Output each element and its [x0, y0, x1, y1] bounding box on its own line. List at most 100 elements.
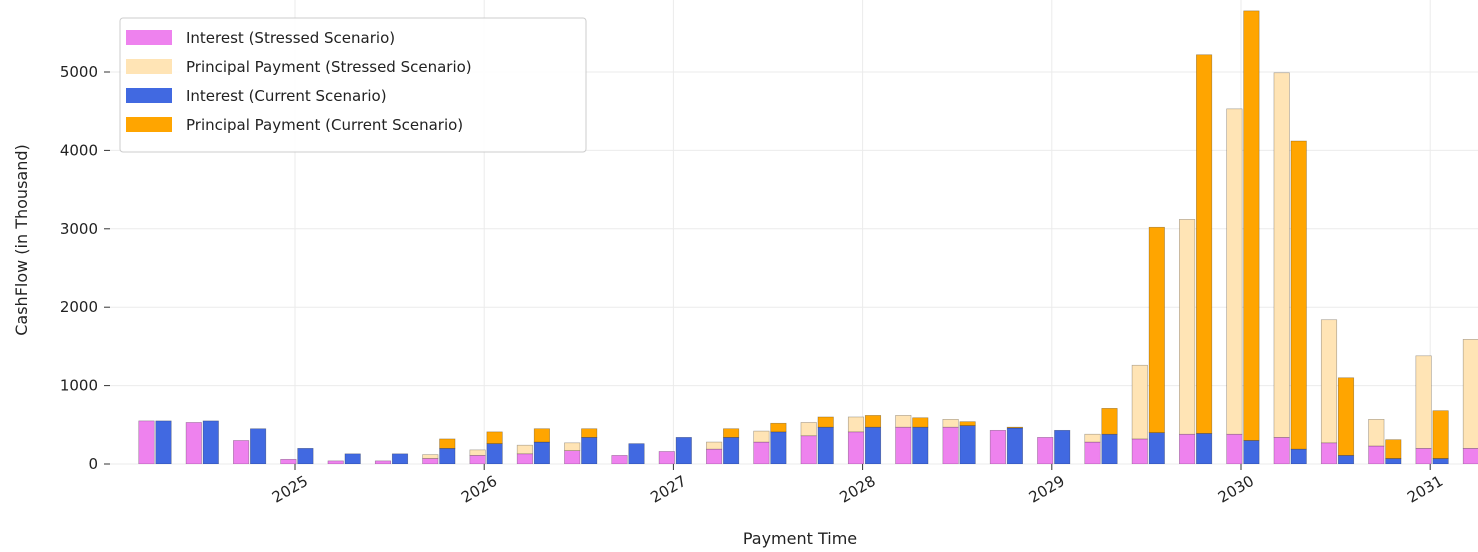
bar-principal-stressed	[895, 415, 912, 428]
bar-principal-current	[959, 421, 976, 426]
bar-interest-current	[486, 443, 503, 464]
bar-principal-stressed	[753, 430, 770, 443]
bar-principal-stressed	[1415, 355, 1432, 449]
x-tick-label: 2028	[837, 472, 879, 507]
bar-interest-current	[1196, 433, 1213, 464]
bar-interest-stressed	[469, 455, 486, 464]
bar-principal-stressed	[1179, 219, 1196, 435]
bar-interest-current	[155, 420, 172, 464]
bar-principal-current	[1101, 408, 1118, 435]
bar-interest-current	[344, 453, 361, 464]
bar-interest-stressed	[422, 458, 439, 464]
bar-interest-current	[1290, 448, 1307, 464]
bar-principal-stressed	[942, 419, 959, 428]
x-tick-label: 2031	[1404, 472, 1446, 507]
bar-principal-stressed	[1320, 319, 1338, 444]
bar-interest-stressed	[327, 460, 344, 464]
bar-interest-current	[1148, 432, 1165, 464]
legend-label: Principal Payment (Current Scenario)	[186, 116, 463, 134]
bar-interest-current	[1385, 458, 1402, 464]
bar-interest-current	[770, 431, 787, 464]
bar-interest-current	[581, 437, 598, 464]
bar-interest-stressed	[233, 440, 250, 464]
bar-interest-stressed	[895, 426, 912, 464]
bar-interest-current	[1006, 427, 1023, 464]
bar-principal-current	[864, 415, 882, 428]
bar-interest-stressed	[1037, 437, 1054, 464]
bar-principal-current	[439, 438, 456, 449]
bar-interest-current	[817, 426, 834, 464]
bar-interest-current	[723, 437, 740, 464]
x-tick-label: 2029	[1026, 472, 1068, 507]
y-tick-label: 4000	[60, 141, 98, 159]
y-tick-label: 3000	[60, 220, 98, 238]
bar-interest-current	[1243, 440, 1260, 464]
bar-interest-current	[533, 441, 550, 464]
bar-interest-stressed	[1368, 445, 1385, 464]
bar-interest-current	[391, 453, 409, 464]
bar-principal-current	[1385, 439, 1402, 459]
bar-principal-current	[723, 428, 740, 438]
bar-interest-current	[675, 437, 692, 464]
bar-interest-stressed	[753, 441, 770, 464]
y-tick-label: 2000	[60, 298, 98, 316]
bar-interest-stressed	[706, 448, 723, 464]
bar-principal-current	[1196, 54, 1213, 434]
bar-interest-current	[959, 425, 976, 464]
bar-principal-current	[533, 428, 550, 443]
bar-interest-current	[1101, 433, 1118, 464]
bar-interest-current	[912, 426, 929, 464]
legend: Interest (Stressed Scenario) Principal Pa…	[119, 17, 587, 153]
bar-interest-stressed	[1226, 433, 1243, 464]
x-tick-label: 2027	[647, 472, 689, 507]
bar-interest-stressed	[989, 429, 1006, 464]
bar-interest-current	[1432, 458, 1449, 464]
x-tick-label: 2026	[458, 472, 500, 507]
bar-interest-stressed	[138, 420, 155, 464]
x-tick-label: 2025	[269, 472, 311, 507]
legend-label: Principal Payment (Stressed Scenario)	[186, 58, 472, 76]
y-tick-label: 0	[88, 455, 98, 473]
bar-principal-current	[770, 422, 787, 433]
x-tick-label: 2030	[1215, 472, 1257, 507]
bar-principal-stressed	[1462, 339, 1478, 449]
bar-interest-stressed	[1462, 448, 1478, 464]
bar-interest-stressed	[1131, 438, 1148, 464]
bar-principal-current	[817, 416, 834, 428]
bar-principal-stressed	[1368, 419, 1385, 447]
bar-interest-stressed	[1415, 448, 1432, 464]
bar-interest-stressed	[800, 435, 817, 464]
bar-interest-current	[1337, 455, 1355, 464]
bar-interest-current	[202, 420, 219, 464]
bar-interest-current	[628, 443, 645, 464]
bar-interest-current	[439, 448, 456, 464]
bar-interest-stressed	[516, 453, 533, 464]
bar-interest-stressed	[942, 426, 959, 464]
bar-principal-stressed	[800, 422, 817, 437]
bar-principal-stressed	[1273, 72, 1290, 438]
legend-label: Interest (Stressed Scenario)	[186, 29, 395, 47]
bar-principal-current	[1148, 226, 1165, 433]
legend-swatch	[126, 30, 172, 45]
bar-interest-stressed	[1084, 441, 1101, 464]
bar-principal-stressed	[1226, 108, 1243, 435]
bar-principal-stressed	[469, 449, 486, 456]
legend-swatch	[126, 88, 172, 103]
bar-principal-current	[486, 431, 503, 444]
legend-swatch	[126, 117, 172, 132]
axes: 0 1000 2000 3000 4000 5000 2025 2026 2027 2028 202…	[60, 63, 1446, 507]
bar-interest-stressed	[564, 450, 581, 464]
legend-label: Interest (Current Scenario)	[186, 87, 387, 105]
bar-interest-current	[297, 448, 314, 464]
bar-principal-stressed	[422, 454, 439, 459]
bar-interest-stressed	[658, 451, 675, 464]
bar-interest-stressed	[1179, 433, 1196, 464]
bar-principal-stressed	[516, 444, 533, 455]
bar-interest-stressed	[847, 431, 865, 464]
bar-principal-stressed	[847, 416, 865, 433]
bar-interest-current	[250, 428, 267, 464]
bar-interest-stressed	[1320, 442, 1338, 464]
bar-principal-current	[1432, 410, 1449, 459]
